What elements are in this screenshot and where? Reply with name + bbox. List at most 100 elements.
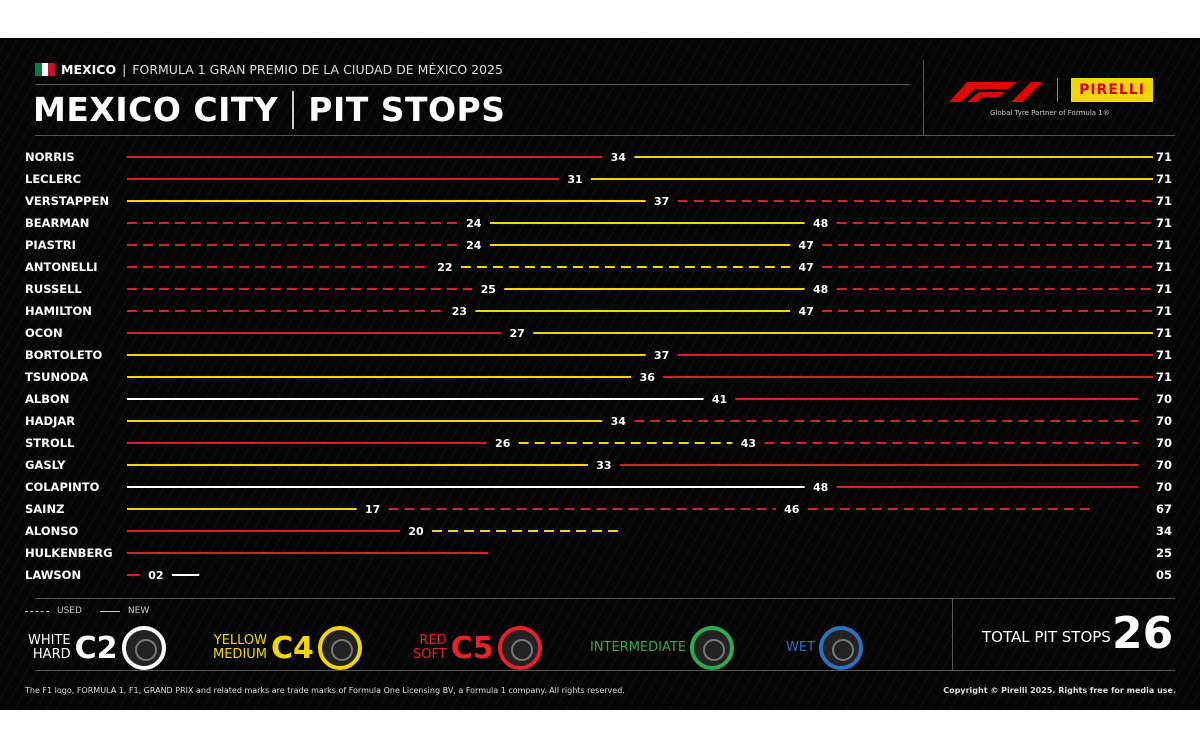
- pit-stop-lap: 37: [654, 349, 669, 362]
- divider: [923, 60, 924, 135]
- pit-stop-lap: 36: [640, 371, 656, 384]
- divider: [35, 84, 910, 85]
- driver-name: ANTONELLI: [25, 260, 98, 274]
- divider: [952, 598, 953, 670]
- tyre-icon: [819, 626, 864, 670]
- laps-completed: 71: [1156, 348, 1172, 362]
- driver-name: SAINZ: [25, 502, 64, 516]
- pit-stop-lap: 20: [408, 525, 424, 538]
- country: MEXICO: [61, 62, 117, 77]
- divider: [35, 670, 1175, 671]
- laps-completed: 71: [1156, 172, 1172, 186]
- infographic: MEXICO | FORMULA 1 GRAN PREMIO DE LA CIUD…: [0, 38, 1200, 710]
- tyre-color-label: RED: [419, 633, 447, 648]
- tyre-color-label: WHITE: [28, 633, 71, 648]
- pit-stop-lap: 46: [784, 503, 800, 516]
- laps-completed: 71: [1156, 216, 1172, 230]
- driver-name: HAMILTON: [25, 304, 92, 318]
- tyre-legend-item: RED SOFT C5: [413, 626, 542, 670]
- logos: PIRELLI Global Tyre Partner of Formula 1…: [945, 76, 1165, 117]
- tyre-type-label: MEDIUM: [213, 647, 268, 662]
- driver-name: HULKENBERG: [25, 546, 113, 560]
- laps-completed: 70: [1156, 414, 1172, 428]
- pirelli-logo: PIRELLI: [1071, 78, 1153, 102]
- driver-name: GASLY: [25, 458, 66, 472]
- tyre-name: WET: [786, 641, 815, 655]
- pit-stop-lap: 43: [741, 437, 756, 450]
- pit-stop-lap: 23: [452, 305, 467, 318]
- pit-stop-lap: 34: [611, 151, 627, 164]
- divider: [1057, 78, 1058, 102]
- title-right: PIT STOPS: [308, 90, 506, 129]
- driver-name: PIASTRI: [25, 238, 76, 252]
- laps-completed: 70: [1156, 480, 1172, 494]
- laps-completed: 70: [1156, 458, 1172, 472]
- total-pit-stops-label: TOTAL PIT STOPS: [982, 628, 1111, 646]
- pit-stop-lap: 31: [567, 173, 582, 186]
- pit-stop-lap: 22: [437, 261, 452, 274]
- laps-completed: 67: [1156, 502, 1172, 516]
- tyre-legend-item: YELLOW MEDIUM C4: [213, 626, 362, 670]
- tyre-color-label: INTERMEDIATE: [590, 640, 687, 655]
- tyre-type-label: SOFT: [413, 647, 447, 662]
- tagline: Global Tyre Partner of Formula 1®: [990, 109, 1110, 117]
- pit-stop-lap: 37: [654, 195, 669, 208]
- tyre-color-label: YELLOW: [213, 633, 268, 648]
- laps-completed: 34: [1156, 524, 1172, 538]
- event-name: FORMULA 1 GRAN PREMIO DE LA CIUDAD DE MÉ…: [132, 62, 503, 77]
- laps-completed: 71: [1156, 260, 1172, 274]
- pit-stop-lap: 47: [799, 239, 814, 252]
- driver-name: ALONSO: [25, 524, 79, 538]
- laps-completed: 71: [1156, 150, 1172, 164]
- laps-completed: 71: [1156, 304, 1172, 318]
- tyre-name: RED SOFT: [413, 634, 447, 662]
- pit-stop-lap: 41: [712, 393, 727, 406]
- tyre-color-label: WET: [786, 640, 816, 655]
- driver-name: VERSTAPPEN: [25, 194, 109, 208]
- driver-name: OCON: [25, 326, 63, 340]
- laps-completed: 25: [1156, 546, 1172, 560]
- laps-completed: 71: [1156, 326, 1172, 340]
- laps-completed: 71: [1156, 194, 1172, 208]
- pit-stop-lap: 26: [495, 437, 511, 450]
- laps-completed: 70: [1156, 436, 1172, 450]
- driver-name: NORRIS: [25, 150, 75, 164]
- laps-completed: 71: [1156, 282, 1172, 296]
- pit-stop-lap: 27: [510, 327, 525, 340]
- pit-stop-lap: 02: [148, 569, 163, 582]
- pit-stop-lap: 25: [481, 283, 496, 296]
- driver-name: BEARMAN: [25, 216, 89, 230]
- pit-stop-lap: 47: [799, 305, 814, 318]
- driver-name: LAWSON: [25, 568, 81, 582]
- driver-name: TSUNODA: [25, 370, 88, 384]
- line-legend: USED NEW: [25, 606, 149, 616]
- used-label: USED: [57, 606, 82, 616]
- tyre-name: YELLOW MEDIUM: [213, 634, 267, 662]
- pit-stop-lap: 48: [813, 217, 828, 230]
- driver-name: RUSSELL: [25, 282, 82, 296]
- compound-code: C2: [74, 630, 118, 666]
- tyre-name: INTERMEDIATE: [590, 641, 686, 655]
- tyre-icon: [690, 626, 735, 670]
- subtitle: MEXICO | FORMULA 1 GRAN PREMIO DE LA CIUD…: [35, 62, 503, 77]
- title-left: MEXICO CITY: [33, 90, 279, 129]
- pit-stop-lap: 24: [466, 217, 482, 230]
- laps-completed: 70: [1156, 392, 1172, 406]
- divider: |: [122, 62, 127, 77]
- driver-name: COLAPINTO: [25, 480, 100, 494]
- new-line-icon: [99, 610, 120, 612]
- footer-trademark: The F1 logo, FORMULA 1, F1, GRAND PRIX a…: [25, 686, 625, 695]
- page-title: MEXICO CITY PIT STOPS: [33, 90, 506, 129]
- compound-code: C5: [450, 630, 494, 666]
- mexico-flag-icon: [35, 63, 56, 76]
- divider: [35, 598, 1175, 599]
- tyre-type-label: HARD: [32, 647, 71, 662]
- new-label: NEW: [127, 606, 150, 616]
- pit-stop-lap: 48: [813, 283, 828, 296]
- pit-stop-lap: 48: [813, 481, 828, 494]
- footer-copyright: Copyright © Pirelli 2025. Rights free fo…: [943, 686, 1176, 695]
- laps-completed: 71: [1156, 238, 1172, 252]
- pit-stop-lap: 33: [596, 459, 611, 472]
- tyre-legend-item: INTERMEDIATE: [590, 626, 735, 670]
- pit-stop-chart: NORRIS 71 34 LECLERC 71 31 VERSTAPPEN 71 37 BEARM…: [25, 150, 1172, 582]
